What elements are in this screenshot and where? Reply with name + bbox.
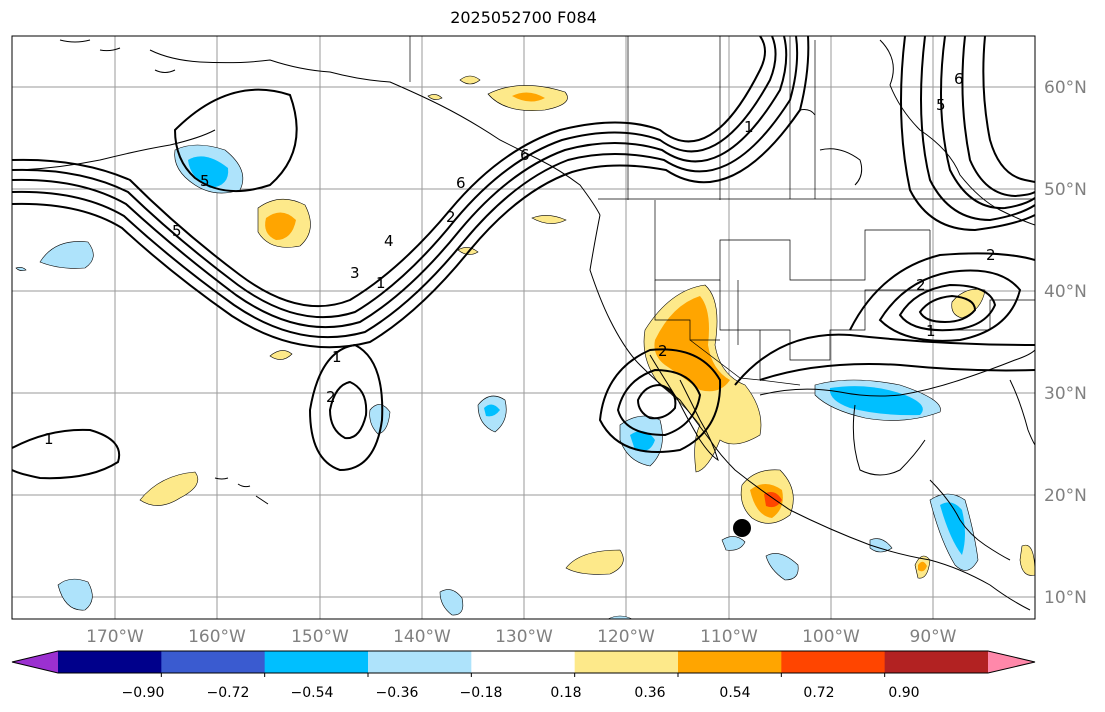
lon-label: 150°W [291, 627, 349, 647]
lat-label: 20°N [1044, 486, 1087, 506]
lon-label: 110°W [700, 627, 758, 647]
map-frame [11, 35, 1036, 620]
lat-label: 60°N [1044, 78, 1087, 98]
colorbar-extend-max [988, 651, 1035, 673]
contour-label: 1 [44, 430, 54, 448]
contour-label: 6 [456, 174, 466, 192]
lon-label: 160°W [188, 627, 246, 647]
colorbar-tick: 0.90 [888, 685, 919, 701]
colorbar-segment [471, 651, 576, 673]
colorbar [11, 650, 1036, 677]
colorbar-segment [368, 651, 472, 673]
lon-label: 170°W [86, 627, 144, 647]
contour-labels: 1 2 3 4 5 6 1 2 1 2 1 2 5 6 1 2 5 6 [44, 70, 996, 448]
contour-label: 2 [986, 246, 996, 264]
colorbar-segment [161, 651, 266, 673]
lon-label: 130°W [495, 627, 553, 647]
colorbar-tick: −0.18 [460, 685, 503, 701]
colorbar-extend-min [12, 651, 58, 673]
lon-label: 140°W [393, 627, 451, 647]
contour-label: 4 [384, 232, 394, 250]
colorbar-outline [11, 650, 1036, 674]
colorbar-ticks: −0.90 −0.72 −0.54 −0.36 −0.18 0.18 0.36 … [122, 685, 920, 701]
contour-label: 1 [332, 348, 342, 366]
contour-label: 2 [446, 208, 456, 226]
lat-label: 50°N [1044, 180, 1087, 200]
lon-label: 120°W [597, 627, 655, 647]
contour-label: 2 [658, 342, 668, 360]
contours [12, 36, 1035, 480]
contour-label: 3 [350, 264, 360, 282]
coastlines [19, 39, 1035, 611]
contour-label: 6 [954, 70, 964, 88]
colorbar-tick: 0.54 [719, 685, 750, 701]
marker-dot [733, 519, 751, 537]
colorbar-tick: −0.72 [207, 685, 250, 701]
colorbar-tick: −0.90 [122, 685, 165, 701]
contour-label: 1 [926, 322, 936, 340]
colorbar-segment [58, 651, 162, 673]
colorbar-tick: −0.54 [291, 685, 334, 701]
contour-label: 1 [376, 274, 386, 292]
colorbar-tick: 0.72 [803, 685, 834, 701]
contour-label: 5 [172, 222, 182, 240]
contour-label: 5 [936, 96, 946, 114]
colorbar-tick: 0.36 [634, 685, 665, 701]
negative-anomalies [15, 144, 979, 619]
lat-label: 10°N [1044, 588, 1087, 608]
contour-label: 2 [326, 388, 336, 406]
colorbar-segment [678, 651, 782, 673]
contour-label: 1 [744, 118, 754, 136]
colorbar-segment [781, 651, 886, 673]
map-title: 2025052700 F084 [450, 8, 597, 27]
colorbar-segment [574, 651, 679, 673]
lat-label: 40°N [1044, 282, 1087, 302]
contour-label: 6 [520, 146, 530, 164]
lat-label: 30°N [1044, 384, 1087, 404]
colorbar-tick: 0.18 [550, 685, 581, 701]
colorbar-segment [884, 651, 989, 673]
lon-label: 90°W [910, 627, 957, 647]
contour-label: 2 [916, 276, 926, 294]
contour-label: 5 [200, 172, 210, 190]
lon-labels: 170°W 160°W 150°W 140°W 130°W 120°W 110°… [86, 627, 957, 647]
colorbar-tick: −0.36 [376, 685, 419, 701]
lon-label: 100°W [802, 627, 860, 647]
colorbar-segment [264, 651, 369, 673]
lat-labels: 60°N 50°N 40°N 30°N 20°N 10°N [1044, 78, 1087, 608]
